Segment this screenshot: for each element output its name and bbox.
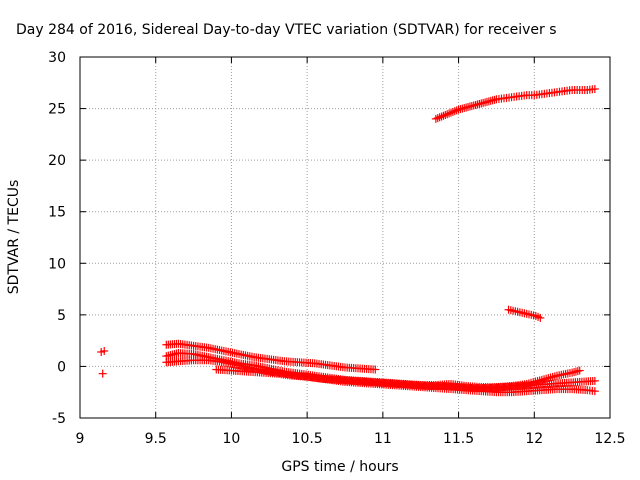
y-axis-label: SDTVAR / TECUs [6, 180, 22, 295]
y-tick-label: 30 [48, 50, 66, 66]
data-point-upper-arc [590, 84, 599, 93]
data-point-upper-arc [447, 108, 455, 117]
data-point-upper-arc [448, 107, 457, 116]
x-tick-label: 9 [76, 431, 85, 447]
data-point-isolated-near-9.15 [100, 346, 109, 355]
tick-layer: 9 9.5 10 10.5 11 11.5 12 12.5 -5 0 5 10 15 20 25 30 [48, 50, 625, 447]
x-tick-label: 12.5 [594, 431, 625, 447]
data-point-band-c [590, 387, 599, 396]
x-tick-label: 10.5 [292, 431, 323, 447]
data-point-band-d [590, 376, 599, 385]
y-tick-label: 0 [57, 359, 66, 375]
y-tick-label: 20 [48, 153, 66, 169]
chart-title: Day 284 of 2016, Sidereal Day-to-day VTE… [16, 22, 557, 38]
x-tick-label: 11.5 [443, 431, 474, 447]
data-point-upper-arc [431, 114, 440, 123]
data-point-band-b [575, 366, 584, 375]
x-tick-label: 9.5 [145, 431, 167, 447]
plot-frame [79, 56, 611, 419]
data-point-upper-arc [433, 114, 442, 123]
data-point-isolated-near-9.15 [98, 369, 107, 378]
data-point-short-segment-near-5 [536, 313, 545, 322]
data-point-upper-arc [450, 107, 459, 116]
data-point-upper-arc [445, 109, 454, 118]
y-tick-label: -5 [52, 411, 66, 427]
data-point-upper-arc [441, 111, 450, 120]
data-point-upper-arc [452, 106, 461, 115]
x-tick-label: 11 [374, 431, 392, 447]
data-point-upper-arc [435, 113, 444, 122]
data-point-upper-arc [437, 112, 446, 121]
x-tick-label: 12 [525, 431, 543, 447]
data-point-upper-arc [439, 111, 448, 120]
x-tick-label: 10 [223, 431, 241, 447]
y-tick-label: 10 [48, 256, 66, 272]
data-point-band-a [371, 365, 380, 374]
y-tick-label: 5 [57, 308, 66, 324]
x-axis-label: GPS time / hours [281, 459, 398, 475]
y-tick-label: 15 [48, 205, 66, 221]
data-marks [97, 84, 599, 397]
data-point-upper-arc [443, 110, 452, 119]
y-tick-label: 25 [48, 102, 66, 118]
